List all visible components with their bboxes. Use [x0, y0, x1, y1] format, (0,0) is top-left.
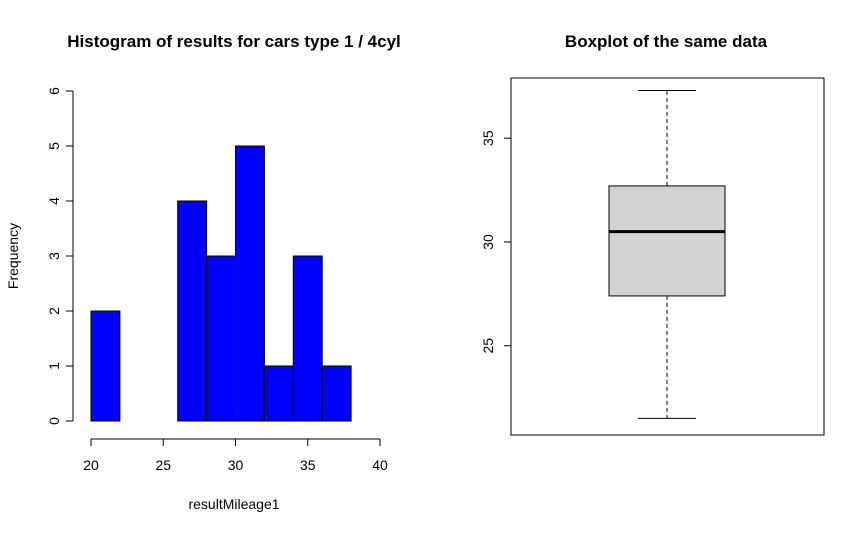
histogram-x-tick-label-2: 30 — [228, 457, 244, 473]
histogram-y-tick-label-4: 4 — [46, 197, 62, 205]
boxplot-elements — [608, 89, 726, 419]
histogram-y-axis: 0 1 2 3 4 5 6 — [46, 87, 74, 425]
boxplot-title: Boxplot of the same data — [565, 32, 768, 51]
histogram-y-label: Frequency — [5, 223, 21, 289]
histogram-x-tick-label-3: 35 — [300, 457, 316, 473]
histogram-panel: Histogram of results for cars type 1 / 4… — [5, 32, 401, 512]
histogram-bar-3 — [177, 200, 208, 422]
boxplot-y-tick-label-2: 35 — [480, 130, 496, 146]
histogram-y-tick-label-1: 1 — [46, 362, 62, 370]
histogram-bar-0 — [90, 310, 121, 422]
boxplot-y-tick-label-1: 30 — [480, 234, 496, 250]
histogram-x-tick-label-4: 40 — [372, 457, 388, 473]
histogram-x-tick-label-1: 25 — [155, 457, 171, 473]
boxplot-panel: Boxplot of the same data 25 30 35 — [480, 32, 825, 436]
histogram-bar-7 — [292, 255, 323, 422]
histogram-bar-4 — [206, 255, 237, 422]
histogram-y-tick-label-3: 3 — [46, 252, 62, 260]
histogram-bar-6 — [263, 365, 294, 422]
histogram-x-label: resultMileage1 — [188, 496, 279, 512]
boxplot-y-tick-label-0: 25 — [480, 338, 496, 354]
histogram-y-tick-label-2: 2 — [46, 307, 62, 315]
histogram-x-axis: 20 25 30 35 40 — [83, 438, 388, 473]
histogram-bars — [90, 145, 352, 422]
boxplot-box — [608, 185, 726, 297]
boxplot-y-axis: 25 30 35 — [480, 130, 512, 354]
histogram-bar-5 — [235, 145, 265, 422]
histogram-y-tick-label-5: 5 — [46, 142, 62, 150]
histogram-title: Histogram of results for cars type 1 / 4… — [67, 32, 401, 51]
histogram-y-tick-label-6: 6 — [46, 87, 62, 95]
histogram-x-tick-label-0: 20 — [83, 457, 99, 473]
histogram-y-tick-label-0: 0 — [46, 417, 62, 425]
histogram-bar-8 — [321, 365, 352, 422]
